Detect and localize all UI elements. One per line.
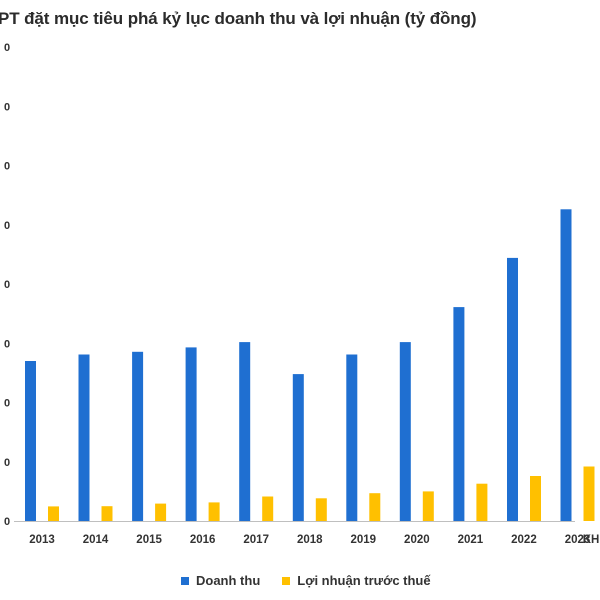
x-axis-labels: 2013 2014 2015 2016 2017 2018 2019 2020 2021 2022… — [29, 534, 600, 546]
y-tick-label: 0 — [4, 161, 10, 173]
bar-revenue-2015 — [132, 351, 144, 521]
bar-revenue-2023 — [560, 209, 572, 522]
legend-swatch-profit — [282, 576, 291, 585]
bar-revenue-2018 — [292, 374, 304, 521]
bar-revenue-2017 — [239, 342, 251, 521]
legend-label-revenue: Doanh thu — [196, 573, 261, 588]
x-tick-label-2016: 2016 — [190, 534, 216, 546]
bar-profit-2017 — [262, 496, 274, 521]
bar-profit-2023 — [583, 466, 595, 521]
y-tick-label: 0 — [4, 457, 10, 469]
bar-profit-2021 — [476, 483, 488, 521]
y-tick-label: 0 — [4, 42, 10, 54]
y-tick-label: 0 — [4, 279, 10, 291]
bar-revenue-2016 — [185, 347, 197, 521]
bar-revenue-2014 — [78, 354, 90, 521]
legend: Doanh thu Lợi nhuận trước thuế — [181, 573, 453, 588]
x-tick-label-2013: 2013 — [29, 534, 55, 546]
y-axis-ticks: 0 0 0 0 0 0 0 0 0 — [4, 42, 10, 528]
y-tick-label: 0 — [4, 516, 10, 528]
bar-revenue-2022 — [507, 257, 518, 521]
bar-profit-2016 — [208, 502, 220, 521]
legend-item-revenue: Doanh thu — [181, 573, 260, 588]
y-tick-label: 0 — [4, 220, 10, 232]
x-tick-label-2020: 2020 — [404, 534, 430, 546]
y-tick-label: 0 — [4, 398, 10, 410]
bar-profit-2020 — [422, 491, 434, 521]
x-tick-label-kh: KH — [583, 534, 600, 546]
chart-title: PT đặt mục tiêu phá kỷ lục doanh thu và … — [0, 9, 477, 28]
bar-revenue-2021 — [453, 307, 465, 521]
bar-profit-2018 — [315, 498, 327, 521]
bar-profit-2022 — [530, 476, 541, 521]
bar-profit-2013 — [48, 506, 59, 521]
legend-label-profit: Lợi nhuận trước thuế — [297, 573, 431, 588]
y-tick-label: 0 — [4, 338, 10, 350]
bar-profit-2019 — [369, 493, 381, 521]
x-tick-label-2021: 2021 — [458, 534, 484, 546]
x-tick-label-2017: 2017 — [243, 534, 269, 546]
y-tick-label: 0 — [4, 101, 10, 113]
bar-revenue-2013 — [25, 361, 36, 521]
x-tick-label-2014: 2014 — [83, 534, 109, 546]
bar-revenue-2020 — [399, 342, 411, 521]
x-tick-label-2018: 2018 — [297, 534, 323, 546]
bars — [25, 209, 595, 522]
bar-revenue-2019 — [346, 354, 358, 521]
legend-item-profit: Lợi nhuận trước thuế — [282, 573, 431, 588]
x-tick-label-2023: 2023 — [565, 534, 591, 546]
x-tick-label-2022: 2022 — [511, 534, 537, 546]
x-tick-label-2019: 2019 — [351, 534, 377, 546]
x-tick-label-2015: 2015 — [136, 534, 162, 546]
bar-profit-2015 — [155, 503, 167, 521]
bar-profit-2014 — [101, 506, 113, 521]
legend-swatch-revenue — [181, 576, 189, 585]
